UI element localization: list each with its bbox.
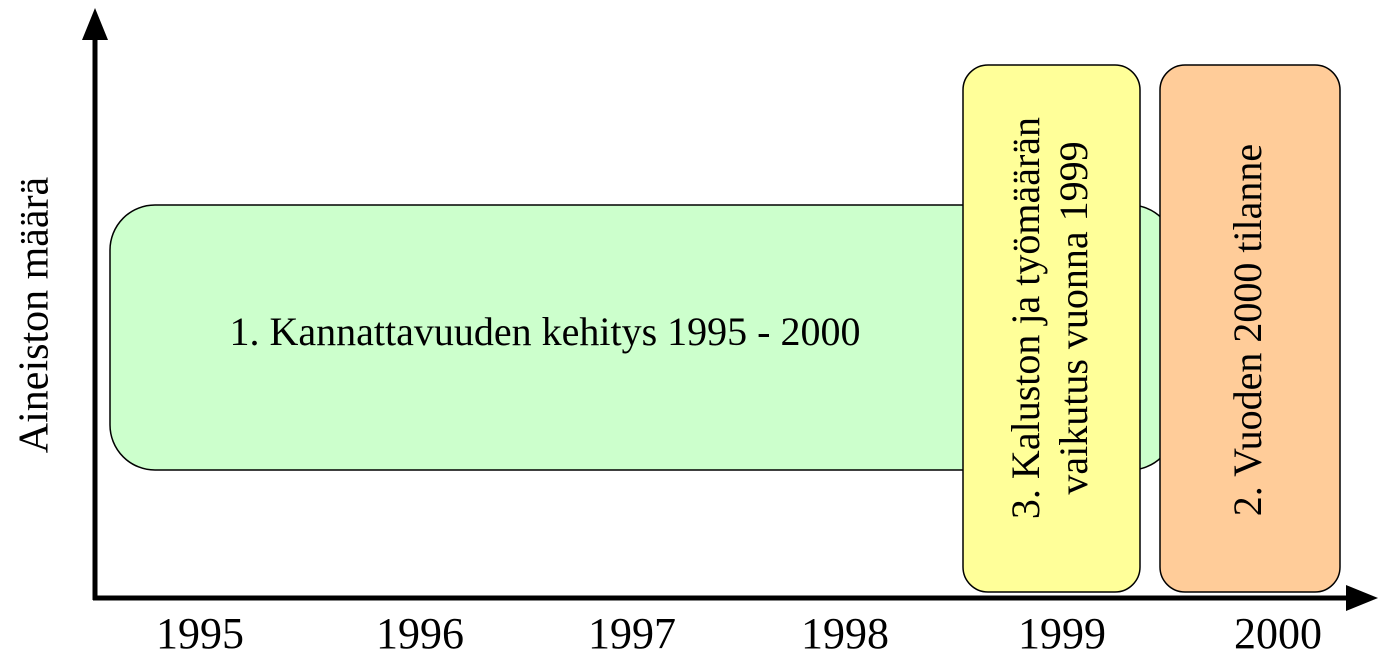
x-axis-label: 1995 — [156, 609, 244, 658]
y-axis-arrow — [82, 8, 108, 40]
x-axis-label: 2000 — [1234, 609, 1322, 658]
box — [962, 64, 1141, 593]
x-axis-labels: 1995 1996 1997 1998 1999 2000 — [156, 609, 1322, 658]
x-axis-label: 1998 — [801, 609, 889, 658]
box-label: 1. Kannattavuuden kehitys 1995 - 2000 — [230, 309, 861, 354]
x-axis-arrow — [1346, 585, 1378, 611]
box — [1159, 64, 1341, 593]
x-axis-label: 1999 — [1018, 609, 1106, 658]
x-axis-label: 1996 — [376, 609, 464, 658]
box-label: vaikutus vuonna 1999 — [1051, 141, 1096, 494]
y-axis-label: Aineiston määrä — [12, 176, 58, 453]
box-label: 2. Vuoden 2000 tilanne — [1225, 144, 1270, 516]
x-axis-label: 1997 — [588, 609, 676, 658]
box-label: 3. Kaluston ja työmäärän — [1003, 117, 1048, 519]
